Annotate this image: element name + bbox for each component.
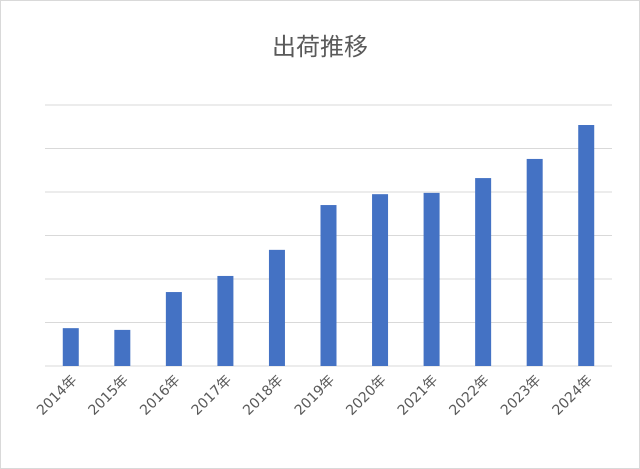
- bar: [526, 158, 543, 366]
- bar: [165, 292, 182, 366]
- bar: [62, 328, 79, 366]
- chart-title: 出荷推移: [272, 33, 368, 61]
- bar: [217, 275, 234, 366]
- bar: [372, 194, 389, 366]
- bar: [320, 205, 337, 366]
- bar: [268, 249, 285, 366]
- bar: [114, 329, 131, 366]
- bar: [578, 125, 595, 366]
- bar: [475, 178, 492, 366]
- bar: [423, 192, 440, 366]
